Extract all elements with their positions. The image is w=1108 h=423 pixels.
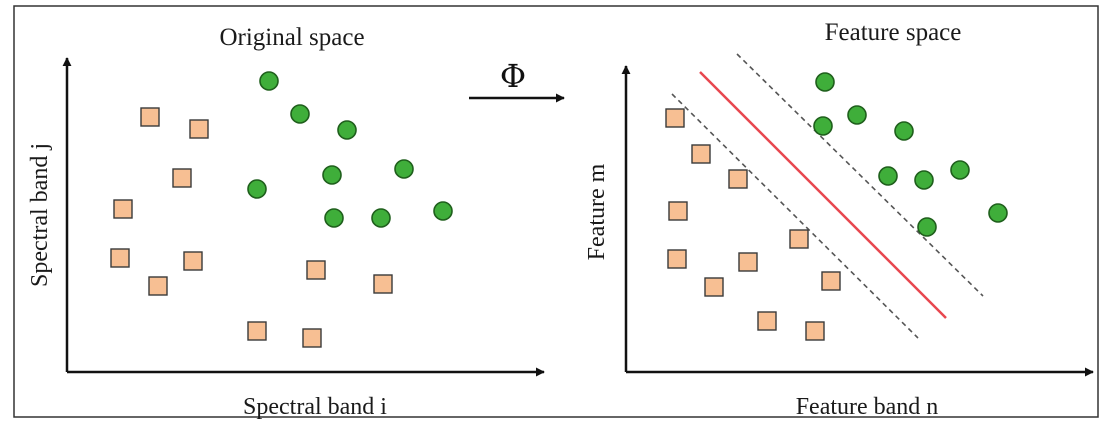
feature-space-circle-4 <box>894 121 914 141</box>
right-y-axis-label: Feature m <box>584 163 610 260</box>
original-space-circle-7 <box>324 208 344 228</box>
original-space-square-6 <box>183 251 203 271</box>
original-space-panel: Original space Spectral band i Spectral … <box>27 24 545 420</box>
separating-hyperplane <box>699 71 947 319</box>
feature-space-square-10 <box>757 311 777 331</box>
feature-space-circle-6 <box>914 170 934 190</box>
original-space-circle-2 <box>290 104 310 124</box>
margin-line-upper <box>736 53 984 297</box>
original-space-circle-6 <box>394 159 414 179</box>
original-space-squares <box>110 107 393 348</box>
original-space-square-10 <box>306 260 326 280</box>
feature-space-square-1 <box>665 108 685 128</box>
original-space-square-7 <box>148 276 168 296</box>
figure-frame <box>13 5 1099 418</box>
original-space-circle-5 <box>322 165 342 185</box>
feature-space-circle-3 <box>813 116 833 136</box>
original-space-square-4 <box>113 199 133 219</box>
feature-space-circle-7 <box>950 160 970 180</box>
feature-space-square-5 <box>667 249 687 269</box>
original-space-square-11 <box>373 274 393 294</box>
margin-line-lower <box>671 93 919 339</box>
original-space-circle-3 <box>337 120 357 140</box>
original-space-title: Original space <box>219 24 364 51</box>
original-space-circles <box>247 71 453 228</box>
phi-symbol: Φ <box>500 57 526 95</box>
feature-space-panel: Feature space Feature band n Feature m <box>584 19 1094 420</box>
original-space-square-3 <box>172 168 192 188</box>
feature-space-square-11 <box>805 321 825 341</box>
original-space-square-1 <box>140 107 160 127</box>
original-space-square-5 <box>110 248 130 268</box>
feature-space-title: Feature space <box>825 19 962 46</box>
left-y-axis-label: Spectral band j <box>27 143 53 287</box>
feature-space-circles <box>813 72 1008 237</box>
feature-space-circle-8 <box>917 217 937 237</box>
feature-space-square-9 <box>821 271 841 291</box>
original-space-square-9 <box>302 328 322 348</box>
feature-space-circle-5 <box>878 166 898 186</box>
left-x-axis-label: Spectral band i <box>243 394 387 420</box>
right-x-axis-label: Feature band n <box>796 394 939 420</box>
feature-space-circle-9 <box>988 203 1008 223</box>
original-space-circle-8 <box>371 208 391 228</box>
feature-space-circle-2 <box>847 105 867 125</box>
feature-space-squares <box>665 108 841 341</box>
feature-space-square-8 <box>789 229 809 249</box>
feature-space-circle-1 <box>815 72 835 92</box>
original-space-circle-4 <box>247 179 267 199</box>
phi-mapping: Φ <box>469 57 565 103</box>
original-space-circle-1 <box>259 71 279 91</box>
original-space-square-8 <box>247 321 267 341</box>
feature-space-square-3 <box>728 169 748 189</box>
original-space-circle-9 <box>433 201 453 221</box>
feature-space-square-2 <box>691 144 711 164</box>
feature-space-square-7 <box>704 277 724 297</box>
original-space-square-2 <box>189 119 209 139</box>
feature-space-square-6 <box>738 252 758 272</box>
feature-space-square-4 <box>668 201 688 221</box>
